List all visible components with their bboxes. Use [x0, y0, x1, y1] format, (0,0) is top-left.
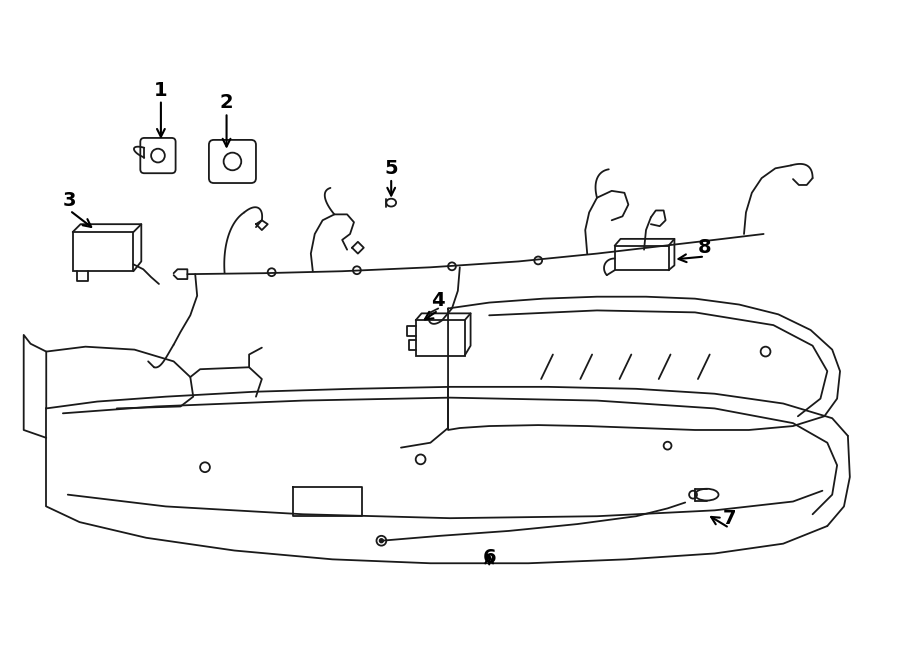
Text: 2: 2	[220, 93, 233, 113]
Text: 4: 4	[431, 291, 446, 310]
Text: 7: 7	[723, 509, 736, 528]
Text: 6: 6	[482, 548, 496, 567]
Text: 8: 8	[698, 238, 712, 256]
Text: 1: 1	[154, 81, 167, 100]
Bar	[73, 232, 133, 271]
Bar	[416, 320, 464, 355]
Text: 3: 3	[63, 191, 76, 211]
Circle shape	[380, 539, 383, 543]
Bar	[615, 246, 669, 270]
Text: 5: 5	[384, 159, 398, 178]
